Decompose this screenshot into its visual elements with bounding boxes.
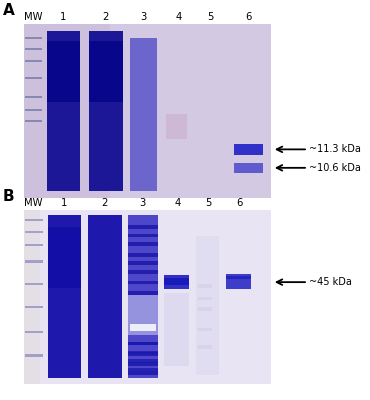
Text: 5: 5: [205, 198, 212, 208]
Bar: [128, 359, 158, 363]
Text: 3: 3: [139, 198, 146, 208]
Bar: [128, 342, 158, 345]
Bar: [25, 354, 43, 357]
Bar: [164, 275, 189, 289]
Bar: [164, 293, 189, 366]
Bar: [128, 342, 158, 345]
Text: MW: MW: [24, 12, 43, 22]
Text: B: B: [3, 189, 14, 204]
Bar: [47, 41, 80, 102]
Bar: [25, 60, 42, 62]
Bar: [128, 253, 158, 256]
Bar: [25, 96, 42, 98]
Bar: [128, 215, 158, 378]
Bar: [128, 291, 158, 295]
Bar: [128, 295, 158, 335]
Bar: [25, 48, 42, 50]
Bar: [226, 276, 251, 279]
Bar: [24, 210, 271, 384]
Text: 6: 6: [245, 12, 252, 22]
Bar: [166, 114, 187, 138]
Bar: [25, 331, 43, 333]
Bar: [128, 270, 158, 274]
Bar: [130, 324, 156, 332]
Text: 1: 1: [61, 198, 67, 208]
Bar: [128, 280, 158, 284]
Bar: [25, 306, 43, 308]
Text: MW: MW: [24, 198, 43, 208]
Bar: [25, 218, 43, 221]
Bar: [25, 218, 43, 221]
Bar: [234, 164, 263, 172]
Bar: [128, 242, 158, 246]
Bar: [128, 225, 158, 229]
Bar: [198, 284, 212, 288]
Bar: [25, 231, 43, 233]
Bar: [25, 77, 42, 79]
Text: 3: 3: [141, 12, 147, 22]
Bar: [24, 24, 271, 198]
Bar: [128, 234, 158, 237]
Text: ~10.6 kDa: ~10.6 kDa: [309, 163, 361, 173]
Text: 4: 4: [174, 198, 181, 208]
Text: ~45 kDa: ~45 kDa: [309, 277, 352, 287]
Bar: [128, 362, 158, 366]
Text: 2: 2: [102, 12, 109, 22]
Text: 4: 4: [176, 12, 182, 22]
Bar: [25, 283, 43, 285]
Bar: [234, 144, 263, 155]
Bar: [25, 37, 42, 39]
Bar: [110, 24, 271, 198]
Bar: [25, 231, 43, 233]
Bar: [198, 296, 212, 300]
Bar: [25, 244, 43, 246]
Bar: [128, 350, 158, 354]
Bar: [128, 352, 158, 356]
Text: 1: 1: [60, 12, 66, 22]
Bar: [25, 109, 42, 111]
Bar: [48, 227, 81, 288]
Bar: [198, 307, 212, 310]
Bar: [198, 345, 212, 349]
Bar: [128, 262, 158, 265]
Bar: [89, 31, 122, 191]
Bar: [128, 371, 158, 375]
Bar: [48, 215, 81, 378]
Text: A: A: [3, 3, 14, 18]
Bar: [88, 215, 122, 378]
Bar: [24, 210, 40, 384]
Text: 5: 5: [208, 12, 214, 22]
Bar: [25, 120, 42, 122]
Text: 6: 6: [236, 198, 242, 208]
Bar: [128, 368, 158, 372]
Bar: [47, 31, 80, 191]
Bar: [164, 278, 189, 285]
Bar: [89, 41, 122, 102]
Bar: [130, 38, 157, 191]
Text: ~11.3 kDa: ~11.3 kDa: [309, 144, 361, 154]
Bar: [25, 244, 43, 246]
Bar: [198, 328, 212, 332]
Bar: [226, 274, 251, 289]
Bar: [25, 260, 43, 263]
Text: 2: 2: [102, 198, 108, 208]
Bar: [196, 236, 219, 375]
